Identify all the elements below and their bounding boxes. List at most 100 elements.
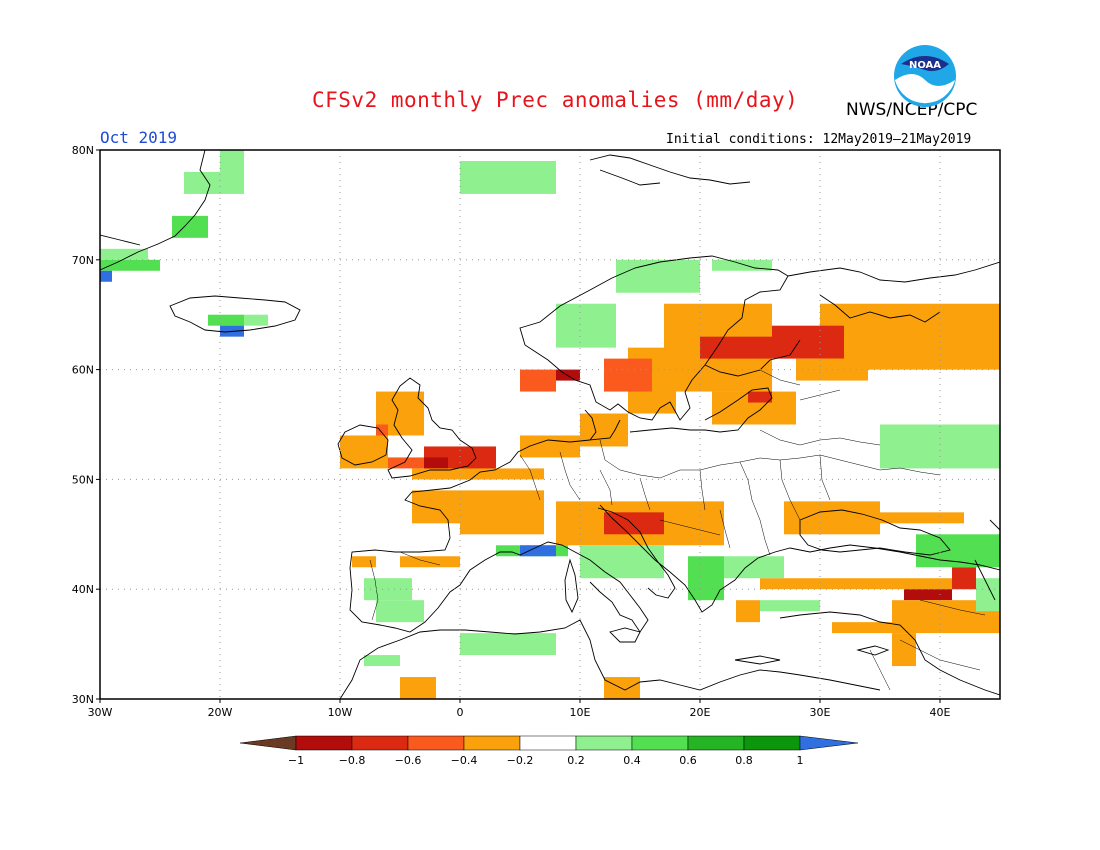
anomaly-region-neg4 — [400, 556, 460, 568]
anomaly-region-neg4 — [580, 413, 628, 447]
coastline-scandinavia — [519, 255, 789, 421]
lon-tick-label: 40E — [930, 706, 951, 719]
anomaly-region-pos1 — [460, 633, 556, 656]
coastline-kola — [787, 261, 1000, 283]
lat-tick-label: 70N — [72, 254, 94, 267]
colorbar-swatch — [407, 735, 465, 751]
coastline-crete — [734, 655, 781, 665]
lon-tick-label: 0 — [457, 706, 464, 719]
anomaly-region-pos1 — [616, 259, 700, 293]
anomaly-region-pos1 — [760, 600, 820, 612]
colorbar-label: 0.6 — [679, 754, 697, 767]
anomaly-region-pos1 — [724, 556, 784, 579]
anomaly-region-neg4 — [892, 633, 916, 667]
initial-conditions: Initial conditions: 12May2019–21May2019 — [666, 132, 972, 147]
anomaly-region-neg3 — [376, 424, 388, 436]
anomaly-region-neg4 — [400, 677, 436, 699]
anomaly-region-pos1 — [880, 424, 1000, 469]
anomaly-region-pos1 — [244, 314, 268, 326]
anomaly-region-neg2 — [748, 391, 772, 403]
map-title: CFSv2 monthly Prec anomalies (mm/day) — [312, 88, 799, 112]
anomaly-region-pos1 — [376, 600, 424, 623]
colorbar: −1 −0.8 −0.6 −0.4 −0.2 0.2 0.4 0.6 0.8 1 — [239, 735, 859, 767]
coastline-north-africa — [339, 619, 881, 699]
anomaly-region-pos1 — [976, 578, 1000, 612]
anomaly-region-neg4 — [820, 512, 964, 524]
anomaly-region-neg4 — [736, 600, 760, 623]
lon-tick-label: 20E — [690, 706, 711, 719]
anomaly-region-neg1 — [424, 457, 448, 469]
colorbar-swatch — [575, 735, 633, 751]
colorbar-label: 1 — [797, 754, 804, 767]
coastline-cyprus — [856, 645, 890, 656]
colorbar-swatch — [743, 735, 801, 751]
colorbar-label: 0.8 — [735, 754, 753, 767]
anomaly-region-neg4 — [412, 490, 460, 524]
anomaly-region-pos2 — [100, 259, 160, 271]
lon-tick-label: 10E — [570, 706, 591, 719]
forecast-period: Oct 2019 — [100, 128, 178, 147]
colorbar-swatch — [463, 735, 521, 751]
lon-tick-label: 30W — [88, 706, 113, 719]
coastline-sicily — [609, 627, 641, 643]
anomaly-region-pos2 — [688, 556, 724, 601]
colorbar-swatch — [631, 735, 689, 751]
colorbar-high-arrow — [799, 735, 859, 751]
coastline-svalbard — [589, 154, 751, 186]
border-layer — [369, 369, 986, 691]
anomaly-region-pos1 — [460, 160, 556, 194]
anomaly-region-neg3 — [604, 358, 652, 392]
lon-tick-label: 20W — [208, 706, 233, 719]
coastline-great-britain — [387, 377, 477, 479]
colorbar-swatch — [351, 735, 409, 751]
anomaly-region-pos2 — [916, 534, 1000, 568]
anomaly-region-neg2 — [952, 567, 976, 590]
anomaly-region-pos1 — [184, 171, 220, 194]
anomaly-region-neg4 — [460, 490, 544, 535]
anomaly-region-neg1 — [904, 589, 952, 601]
borders-europe — [519, 439, 941, 556]
coastline-caspian — [974, 519, 1000, 601]
anomaly-region-pos3 — [100, 270, 112, 282]
colorbar-swatch — [295, 735, 353, 751]
colorbar-swatch — [687, 735, 745, 751]
anomaly-region-neg4 — [352, 556, 376, 568]
colorbar-label: −0.8 — [339, 754, 366, 767]
noaa-logo: NOAA — [894, 45, 956, 107]
axis-labels: 30W 20W 10W 0 10E 20E 30E 40E 80N 70N 60N 50N 40N 30N — [72, 144, 951, 719]
colorbar-label: −0.2 — [507, 754, 534, 767]
map-frame — [99, 149, 1001, 700]
lat-tick-label: 40N — [72, 583, 94, 596]
coastline-anatolia — [779, 611, 1000, 696]
anomaly-region-pos2 — [208, 314, 244, 326]
colorbar-label: −0.6 — [395, 754, 422, 767]
anomaly-region-neg3 — [388, 457, 424, 469]
anomaly-region-pos1 — [220, 150, 244, 194]
lon-tick-label: 30E — [810, 706, 831, 719]
lat-tick-label: 30N — [72, 693, 94, 706]
organization-label: NWS/NCEP/CPC — [846, 100, 978, 120]
anomaly-region-pos1 — [100, 248, 148, 260]
coastline-corsica-sardinia — [564, 558, 579, 614]
anomaly-region-pos1 — [364, 655, 400, 667]
anomaly-region-neg4 — [520, 435, 580, 458]
anomaly-region-pos1 — [556, 303, 616, 348]
noaa-logo-text: NOAA — [909, 60, 941, 71]
coastline-iceland — [169, 295, 301, 333]
anomaly-region-neg2 — [772, 325, 844, 359]
colorbar-low-arrow — [239, 735, 297, 751]
coastline-white-sea — [819, 294, 941, 323]
colorbar-swatch — [519, 735, 577, 751]
anomaly-region-neg2 — [700, 336, 772, 359]
coastline-western-europe — [349, 439, 649, 633]
borders-iberia — [369, 551, 441, 621]
anomaly-region-neg4 — [760, 578, 976, 590]
anomaly-region-neg2 — [604, 512, 664, 535]
lat-tick-label: 60N — [72, 364, 94, 377]
lat-tick-label: 50N — [72, 473, 94, 486]
coastline-layer — [100, 150, 1000, 699]
coastline-greenland — [100, 150, 211, 271]
anomaly-region-pos2 — [172, 215, 208, 238]
anomaly-region-neg3 — [520, 369, 556, 392]
